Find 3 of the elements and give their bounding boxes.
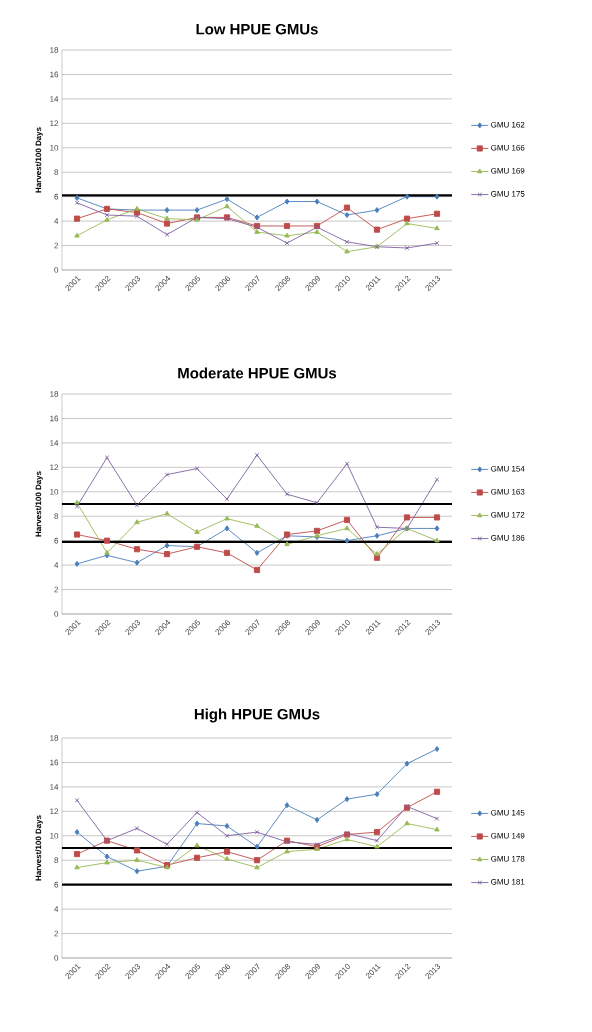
chart-title: High HPUE GMUs [194, 708, 320, 723]
chart-title: Moderate HPUE GMUs [178, 367, 337, 379]
chart-title: Low HPUE GMUs [196, 23, 318, 35]
